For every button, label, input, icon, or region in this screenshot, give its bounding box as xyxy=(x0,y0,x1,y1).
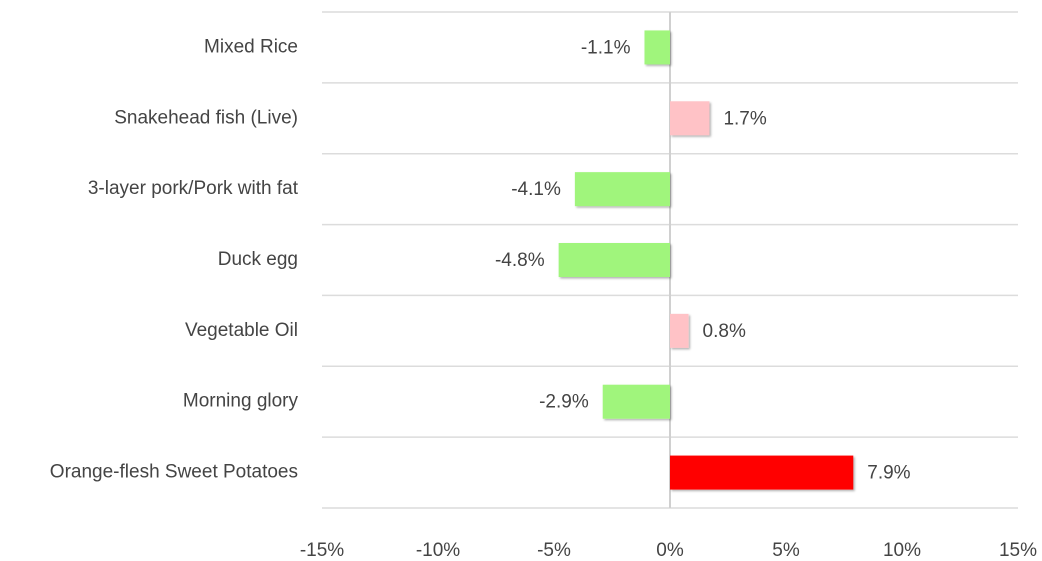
data-label: -4.8% xyxy=(495,250,545,271)
y-tick-label: Morning glory xyxy=(183,391,299,412)
bar xyxy=(670,101,710,136)
x-tick-label: 5% xyxy=(772,540,800,561)
data-label: 0.8% xyxy=(703,321,746,342)
x-tick-label: 0% xyxy=(656,540,684,561)
y-tick-label: Vegetable Oil xyxy=(185,320,298,341)
data-label: 1.7% xyxy=(723,108,766,129)
bar xyxy=(574,172,670,207)
y-tick-label: Duck egg xyxy=(218,249,298,270)
y-tick-label: Mixed Rice xyxy=(204,36,298,57)
x-tick-label: 15% xyxy=(999,540,1037,561)
x-tick-label: -15% xyxy=(300,540,344,561)
bar xyxy=(602,384,670,419)
data-label: -4.1% xyxy=(511,179,561,200)
x-tick-label: -10% xyxy=(416,540,460,561)
bar xyxy=(558,243,670,277)
y-tick-label: Snakehead fish (Live) xyxy=(114,107,298,128)
bar xyxy=(670,455,854,490)
data-label: -1.1% xyxy=(581,37,631,58)
data-label: 7.9% xyxy=(867,463,910,484)
data-label: -2.9% xyxy=(539,392,589,413)
y-tick-label: 3-layer pork/Pork with fat xyxy=(88,178,299,199)
x-tick-label: 10% xyxy=(883,540,921,561)
x-tick-label: -5% xyxy=(537,540,571,561)
y-tick-label: Orange-flesh Sweet Potatoes xyxy=(50,462,298,483)
bar xyxy=(670,313,689,348)
bar xyxy=(644,30,670,65)
